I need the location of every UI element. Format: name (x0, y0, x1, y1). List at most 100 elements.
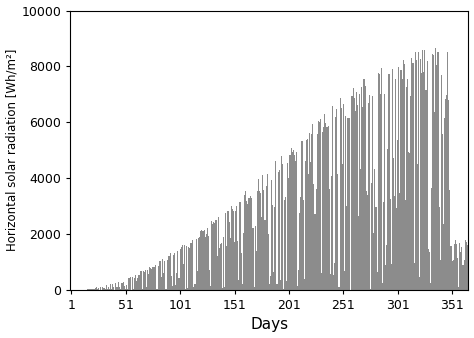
Bar (299, 213, 301, 290)
Bar (109, 289, 110, 290)
Bar (422, 50, 423, 290)
Bar (115, 283, 117, 290)
Bar (435, 48, 437, 290)
Bar (268, 234, 269, 290)
Bar (411, 57, 412, 290)
Bar (237, 241, 238, 290)
Bar (146, 287, 147, 290)
Bar (196, 239, 197, 290)
Bar (245, 191, 246, 290)
Bar (248, 198, 249, 290)
Bar (331, 176, 332, 290)
Bar (182, 244, 183, 290)
Bar (227, 246, 228, 290)
Bar (250, 196, 251, 290)
Bar (430, 283, 431, 290)
Bar (383, 202, 384, 290)
Bar (166, 261, 168, 290)
Bar (239, 202, 240, 290)
Bar (382, 283, 383, 290)
Bar (200, 231, 201, 290)
Bar (224, 287, 225, 290)
Bar (325, 123, 327, 290)
Bar (195, 285, 196, 290)
Bar (199, 237, 200, 290)
Bar (456, 244, 457, 290)
Bar (173, 255, 174, 290)
Bar (117, 287, 118, 290)
Bar (362, 107, 364, 290)
Bar (458, 287, 459, 290)
Bar (358, 216, 359, 290)
Bar (421, 73, 422, 290)
Bar (293, 150, 294, 290)
Bar (330, 274, 331, 290)
Bar (254, 287, 255, 290)
Bar (306, 140, 307, 290)
Bar (265, 186, 266, 290)
Bar (343, 104, 344, 290)
Bar (389, 74, 390, 290)
Bar (279, 170, 280, 290)
Bar (207, 228, 208, 290)
Bar (243, 233, 244, 290)
Bar (418, 52, 419, 290)
Bar (247, 204, 248, 290)
Bar (287, 163, 288, 290)
Bar (165, 289, 166, 290)
Bar (240, 252, 242, 290)
Bar (353, 88, 354, 290)
Bar (453, 260, 454, 290)
Bar (342, 164, 343, 290)
Bar (438, 207, 439, 290)
Bar (448, 100, 449, 290)
Bar (151, 269, 152, 290)
Bar (405, 200, 406, 290)
Bar (322, 132, 323, 290)
Bar (381, 68, 382, 290)
Bar (356, 92, 357, 290)
Bar (376, 272, 378, 290)
Bar (258, 179, 259, 290)
Bar (160, 261, 161, 290)
Bar (212, 224, 213, 290)
Bar (100, 287, 101, 290)
Bar (232, 209, 233, 290)
Bar (444, 118, 445, 290)
Bar (443, 224, 444, 290)
Bar (107, 289, 108, 290)
Bar (375, 207, 376, 290)
Bar (311, 134, 312, 290)
Bar (111, 289, 112, 290)
Bar (313, 184, 314, 290)
Bar (464, 260, 465, 290)
Bar (412, 63, 413, 290)
Bar (339, 98, 341, 290)
Bar (266, 174, 268, 290)
Bar (205, 237, 206, 290)
Bar (396, 209, 397, 290)
Bar (277, 172, 279, 290)
Bar (158, 266, 159, 290)
Bar (113, 287, 114, 290)
Bar (460, 252, 461, 290)
Bar (407, 79, 408, 290)
Bar (242, 284, 243, 290)
Bar (437, 65, 438, 290)
Bar (137, 278, 138, 290)
Bar (211, 221, 212, 290)
Bar (187, 288, 188, 290)
Bar (446, 96, 447, 290)
Bar (87, 289, 88, 290)
Bar (175, 285, 176, 290)
Bar (373, 233, 374, 290)
Bar (397, 140, 398, 290)
Bar (147, 270, 148, 290)
Bar (295, 161, 296, 290)
Bar (338, 287, 339, 290)
Bar (419, 277, 420, 290)
Bar (368, 103, 369, 290)
Bar (219, 248, 220, 290)
Bar (310, 162, 311, 290)
Bar (345, 116, 346, 290)
